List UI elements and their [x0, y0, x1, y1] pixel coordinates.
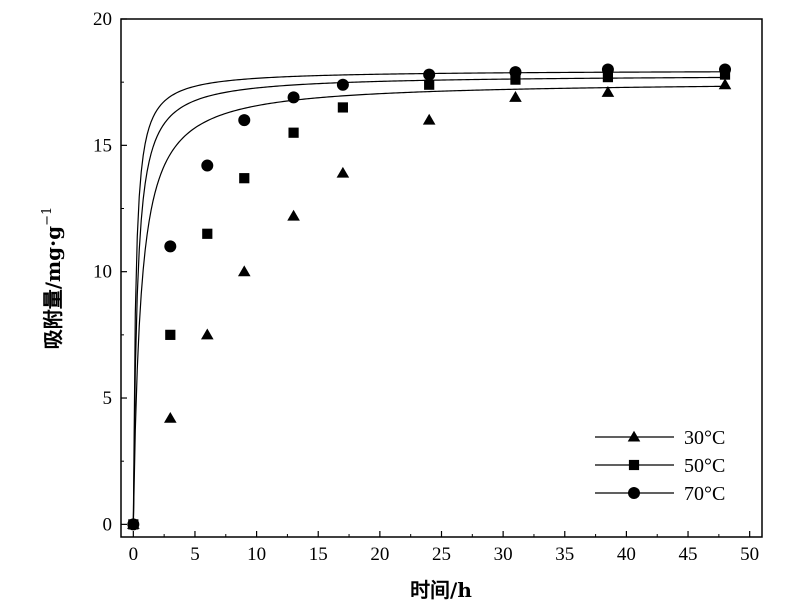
- fit-curve-square: [132, 76, 726, 525]
- x-tick-label: 15: [309, 544, 328, 565]
- data-point-square: [337, 102, 348, 113]
- data-point-triangle: [336, 166, 350, 178]
- y-tick-label: 0: [103, 514, 113, 535]
- data-point-circle: [509, 66, 522, 79]
- data-point-triangle: [287, 209, 300, 221]
- data-point-circle: [238, 114, 251, 127]
- x-tick-label: 10: [247, 544, 266, 565]
- plot-frame: [120, 18, 763, 538]
- y-axis-ticks: 0 5 10 15 20: [93, 9, 127, 535]
- fit-curves: [132, 71, 726, 525]
- fit-curve-triangle: [132, 85, 726, 525]
- data-point-triangle: [237, 265, 251, 277]
- y-axis-label-main: 吸附量/mg·g: [41, 226, 65, 349]
- legend-label: 30°C: [684, 427, 725, 449]
- x-tick-label: 20: [370, 544, 389, 565]
- legend: 30°C 50°C 70°C: [595, 427, 725, 505]
- y-tick-label: 10: [93, 262, 112, 283]
- data-point-circle: [423, 68, 436, 81]
- data-point-square: [288, 127, 299, 138]
- data-point-circle: [164, 240, 177, 253]
- data-point-square: [510, 74, 521, 85]
- y-tick-label: 15: [93, 135, 112, 156]
- x-axis-label: 时间/h: [410, 578, 472, 602]
- data-point-circle: [719, 63, 732, 76]
- data-point-circle: [127, 518, 140, 531]
- data-point-circle: [287, 91, 300, 104]
- y-tick-label: 20: [93, 9, 112, 30]
- x-tick-label: 50: [740, 544, 759, 565]
- data-point-triangle: [601, 85, 615, 97]
- y-axis-label: 吸附量/mg·g−1: [40, 207, 65, 350]
- data-point-triangle: [164, 411, 177, 423]
- y-tick-label: 5: [103, 388, 113, 409]
- x-tick-label: 25: [432, 544, 451, 565]
- x-tick-label: 45: [679, 544, 698, 565]
- data-point-triangle: [422, 113, 436, 125]
- y-axis-label-superscript: −1: [40, 207, 55, 226]
- fit-curve-circle: [132, 71, 726, 525]
- legend-label: 50°C: [684, 455, 725, 477]
- svg-text:吸附量/mg·g−1: 吸附量/mg·g−1: [40, 207, 65, 350]
- data-point-square: [239, 173, 250, 184]
- x-tick-label: 30: [494, 544, 513, 565]
- data-point-triangle: [718, 78, 732, 90]
- data-point-triangle: [200, 328, 214, 340]
- data-point-circle: [601, 63, 614, 76]
- data-point-triangle: [509, 91, 522, 102]
- data-markers: [127, 63, 732, 531]
- legend-marker-triangle: [627, 430, 641, 442]
- data-point-circle: [336, 78, 349, 91]
- x-tick-label: 5: [190, 544, 200, 565]
- data-point-square: [602, 72, 614, 83]
- data-point-square: [165, 329, 176, 340]
- x-tick-label: 40: [617, 544, 636, 565]
- x-tick-label: 0: [129, 544, 139, 565]
- x-tick-label: 35: [555, 544, 574, 565]
- legend-marker-circle: [628, 487, 640, 499]
- legend-marker-square: [628, 459, 640, 471]
- x-axis-ticks: 0 5 10 15 20 25 30 35 40 45 50: [129, 531, 759, 565]
- data-point-circle: [201, 159, 214, 172]
- legend-label: 70°C: [684, 483, 725, 505]
- data-point-square: [202, 228, 213, 239]
- data-point-square: [424, 79, 435, 90]
